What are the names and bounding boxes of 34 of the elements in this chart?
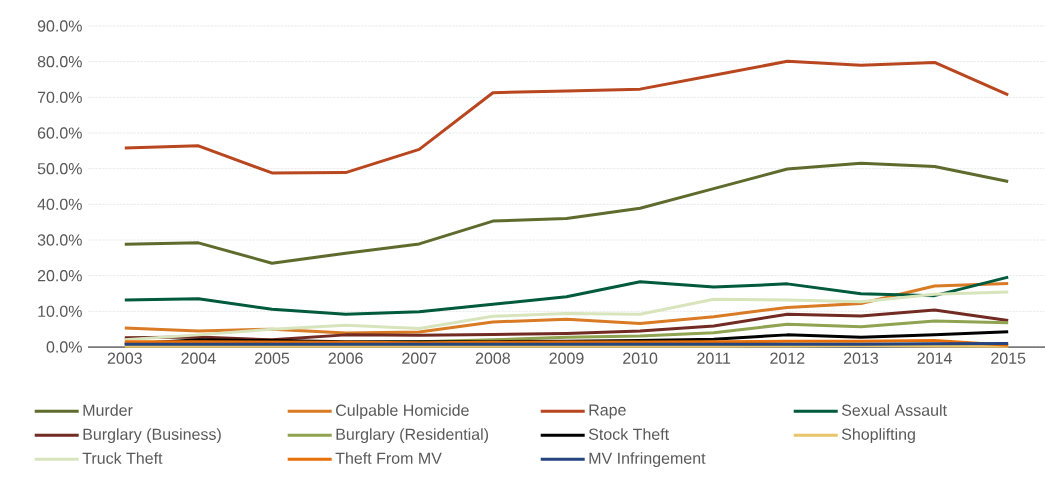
- legend-label: Sexual Assault: [841, 404, 947, 416]
- y-tick-label: 40.0%: [37, 198, 82, 210]
- x-tick-label: 2008: [475, 352, 510, 364]
- x-tick-label: 2003: [107, 352, 142, 364]
- y-tick-label: 20.0%: [37, 270, 82, 282]
- legend-label: Shoplifting: [841, 428, 915, 444]
- legend-label: Burglary (Residential): [336, 428, 488, 444]
- legend-label: Burglary (Business): [83, 428, 221, 444]
- x-tick-label: 2014: [917, 352, 952, 364]
- y-tick-label: 50.0%: [37, 163, 82, 175]
- legend-label: Truck Theft: [82, 452, 163, 464]
- legend-label: Stock Theft: [588, 428, 669, 440]
- legend-label: Murder: [83, 404, 133, 416]
- y-tick-label: 0.0%: [46, 341, 82, 353]
- x-tick-label: 2005: [255, 352, 290, 364]
- x-tick-label: 2007: [402, 352, 437, 364]
- legend-label: Theft From MV: [335, 452, 442, 464]
- x-tick-label: 2004: [181, 352, 216, 364]
- x-tick-label: 2006: [328, 352, 363, 364]
- legend-label: Culpable Homicide: [336, 404, 469, 420]
- x-tick-label: 2012: [770, 352, 805, 364]
- x-tick-label: 2013: [843, 352, 879, 364]
- x-tick-label: 2010: [623, 352, 658, 364]
- legend-label: Rape: [589, 404, 626, 419]
- x-tick-label: 2015: [991, 352, 1026, 364]
- x-tick-label: 2011: [697, 352, 731, 364]
- y-tick-label: 90.0%: [37, 20, 82, 32]
- y-tick-label: 30.0%: [37, 234, 82, 246]
- y-tick-label: 60.0%: [37, 127, 82, 139]
- y-tick-label: 10.0%: [38, 305, 82, 317]
- y-tick-label: 80.0%: [37, 56, 82, 68]
- x-tick-label: 2009: [549, 352, 584, 364]
- legend-label: MV Infringement: [589, 452, 706, 468]
- y-tick-label: 70.0%: [37, 91, 82, 103]
